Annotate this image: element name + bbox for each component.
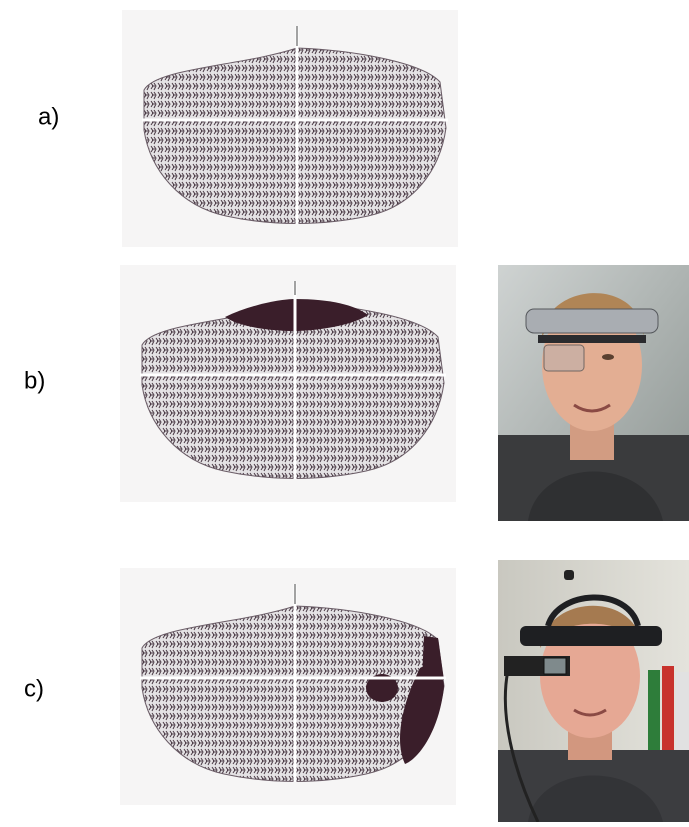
field-defect — [422, 636, 444, 680]
photo-headset-c — [498, 560, 689, 823]
visual-field-chart — [118, 566, 458, 807]
visual-field-chart — [120, 8, 460, 249]
field-defect — [366, 674, 398, 702]
visual-field-chart — [118, 263, 458, 504]
panel-label: a) — [38, 103, 59, 130]
panel-label: c) — [24, 675, 44, 702]
panel-label: b) — [24, 367, 45, 394]
field-defect — [400, 666, 444, 764]
photo-headset-b — [498, 265, 689, 521]
